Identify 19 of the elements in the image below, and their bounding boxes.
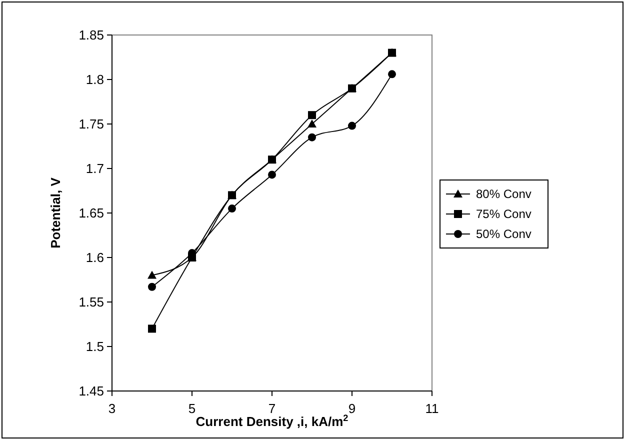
y-tick-label: 1.8 (86, 72, 104, 88)
x-tick-label: 7 (268, 401, 276, 416)
y-axis-title: Potential, V (48, 177, 63, 248)
y-tick-label: 1.5 (86, 339, 104, 354)
x-tick-label: 9 (348, 401, 356, 416)
x-tick-label: 5 (188, 401, 196, 416)
y-tick-label: 1.7 (86, 161, 104, 176)
y-tick-label: 1.75 (78, 116, 104, 132)
y-tick-label: 1.65 (78, 206, 104, 221)
y-tick-label: 1.6 (86, 250, 104, 266)
x-tick-label: 11 (425, 401, 439, 416)
y-tick-label: 1.85 (78, 28, 104, 43)
y-tick-label: 1.45 (78, 384, 104, 399)
legend-label: 80% Conv (476, 187, 532, 202)
x-tick-label: 3 (108, 401, 116, 416)
y-tick-label: 1.55 (78, 294, 104, 310)
x-axis-title: Current Density ,i, kA/m$^{2}$ (196, 413, 348, 429)
legend-label: 50% Conv (476, 227, 532, 242)
legend-label: 75% Conv (476, 207, 532, 222)
